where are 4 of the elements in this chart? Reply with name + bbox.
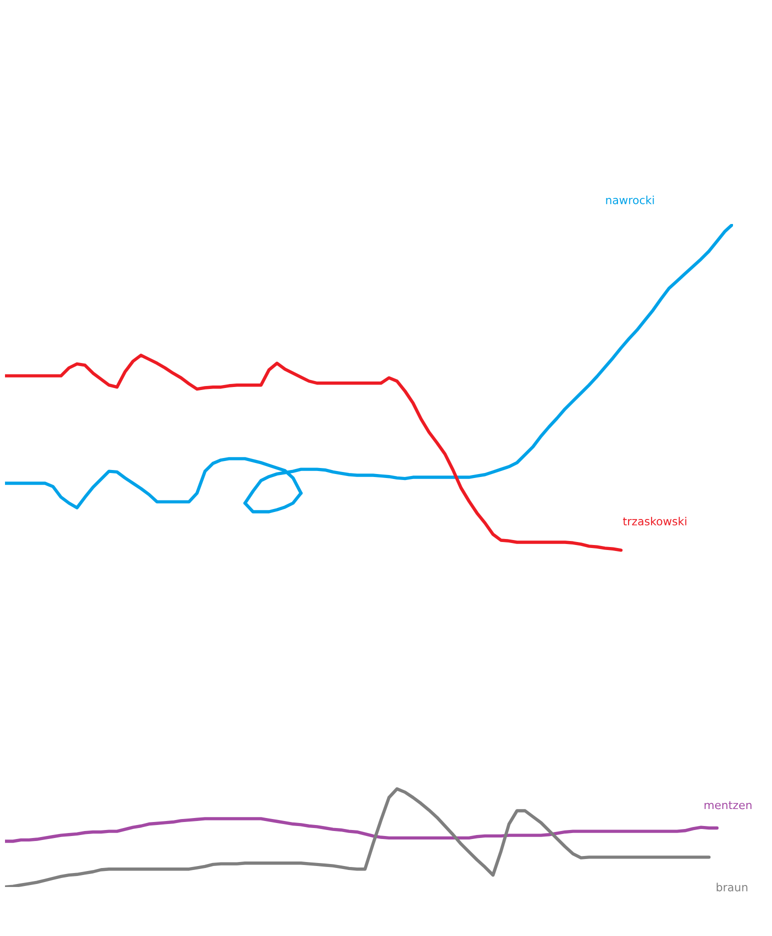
text: trzaskowski [623, 516, 686, 526]
text: nawrocki [606, 196, 654, 204]
text: braun [716, 882, 748, 892]
series-label: mentzen [704, 801, 752, 810]
